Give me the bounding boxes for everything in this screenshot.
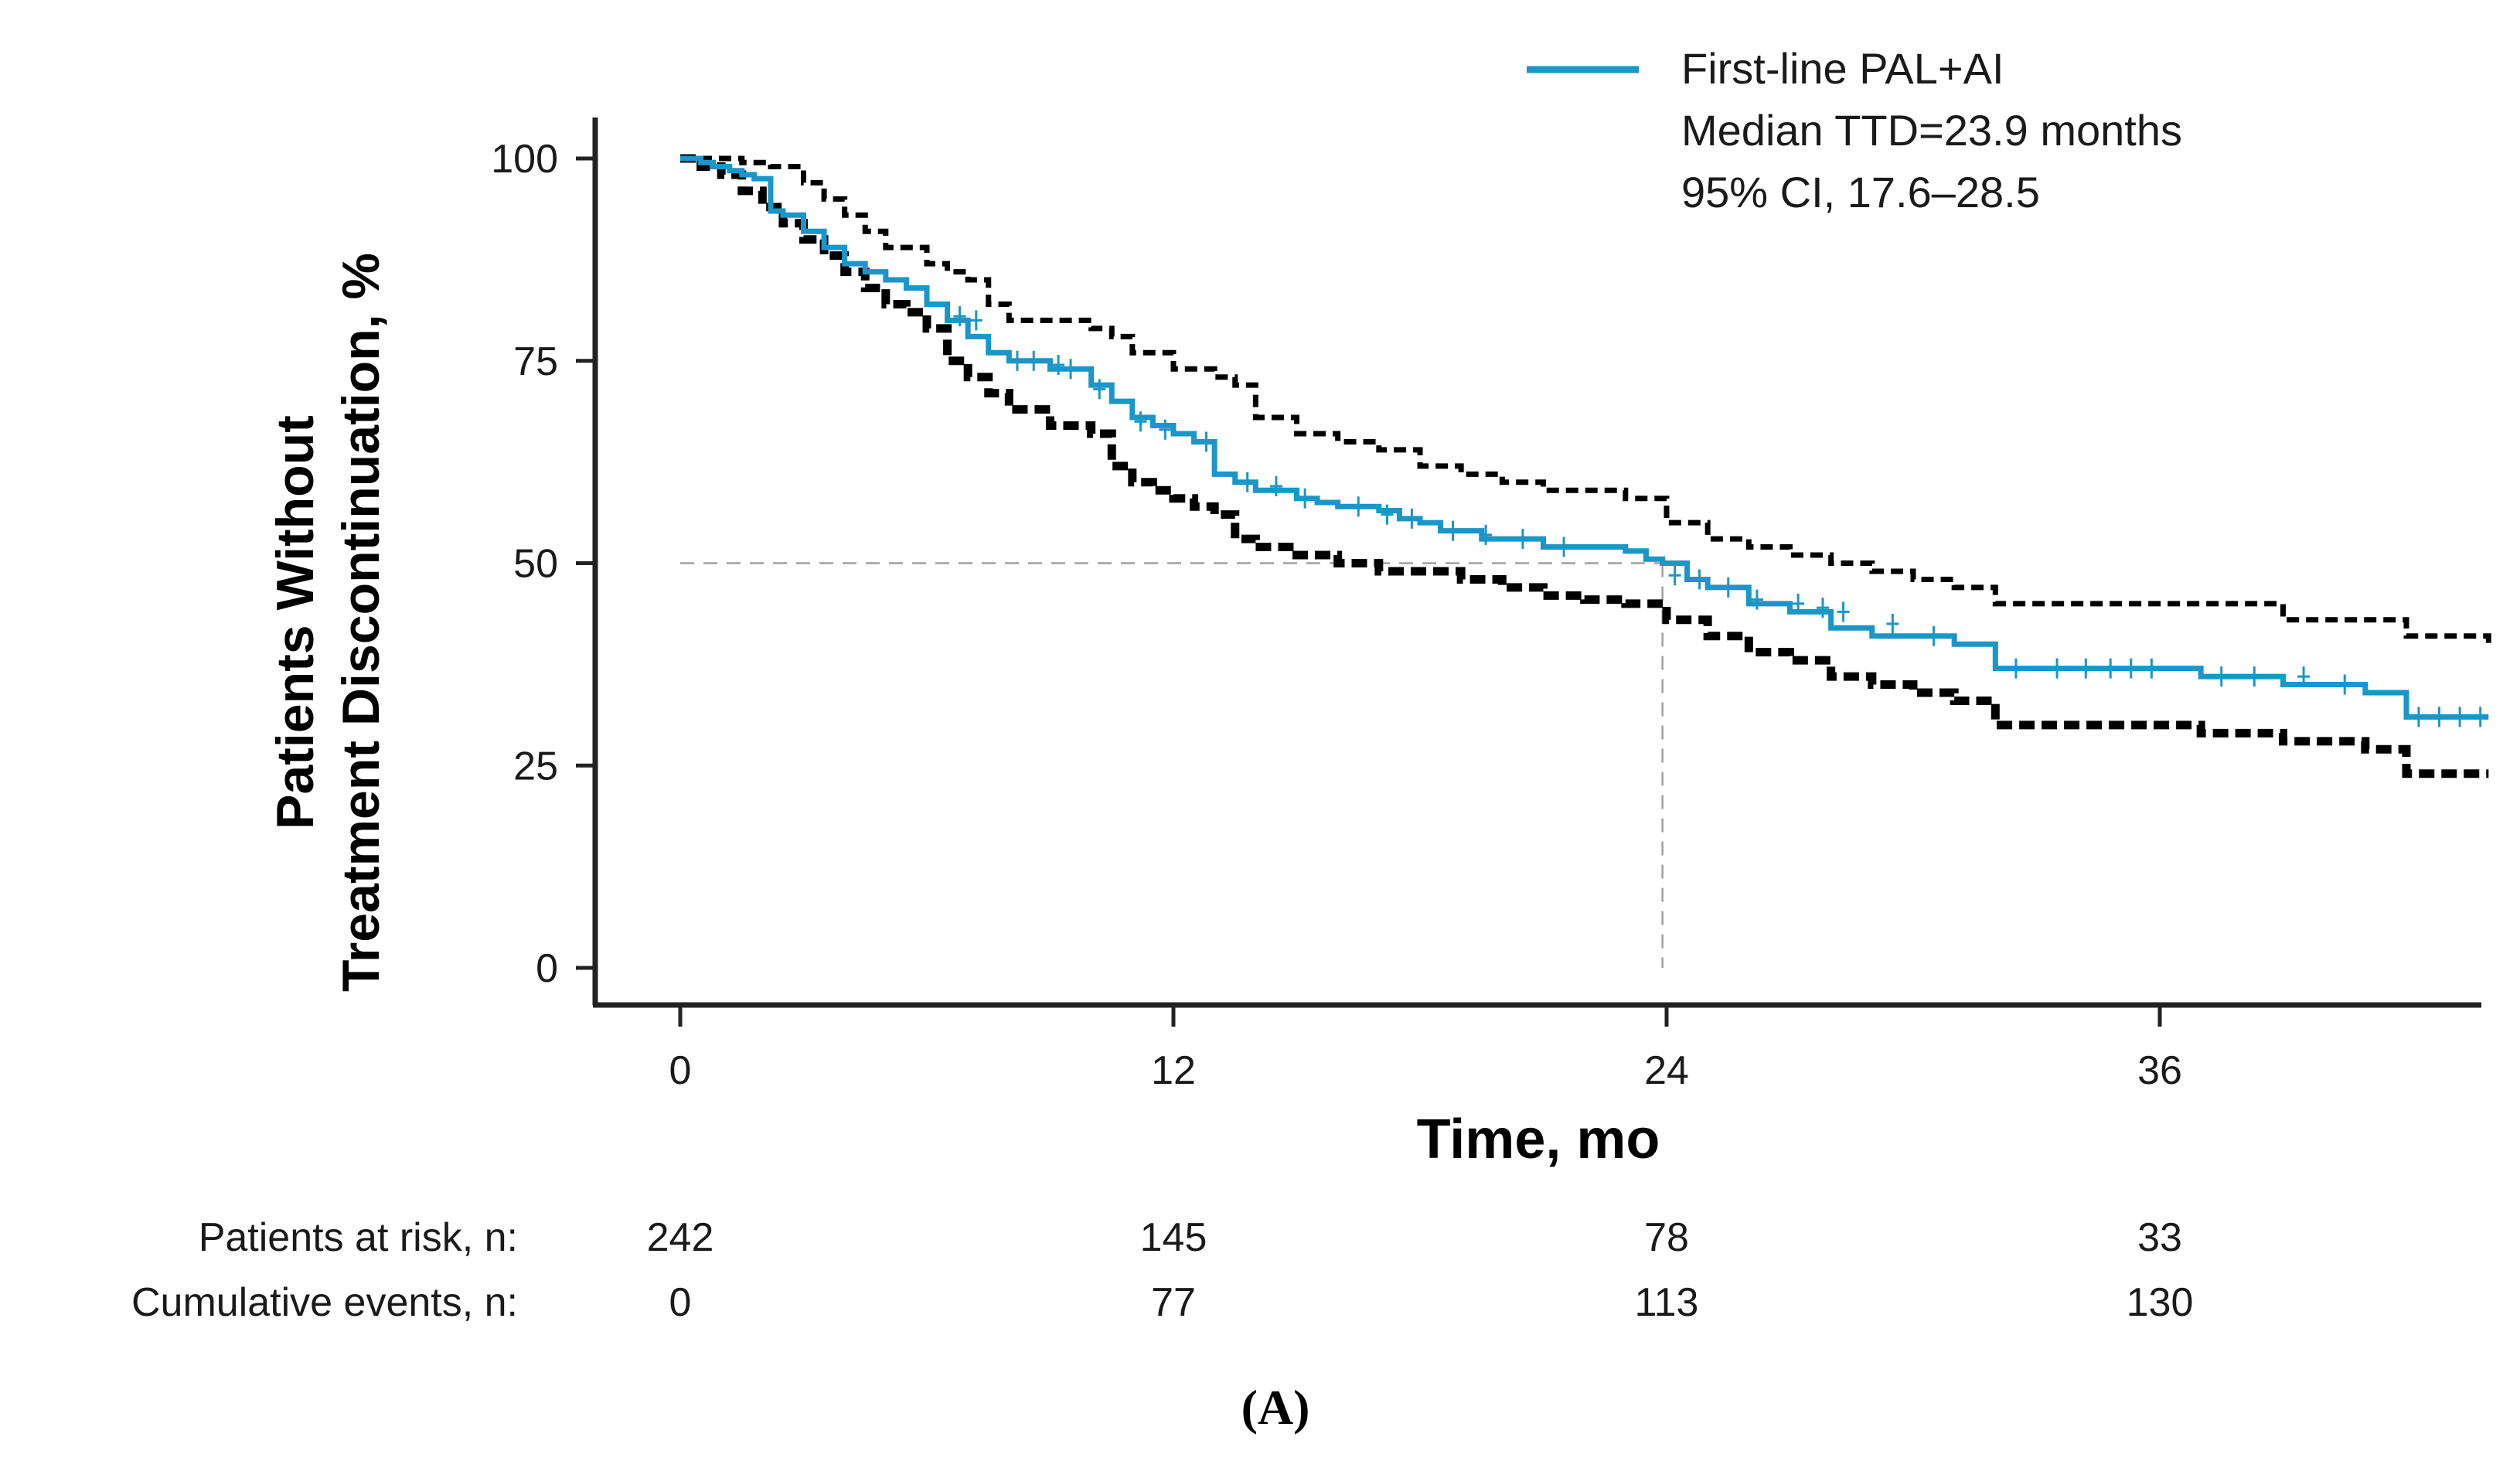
censor-mark bbox=[1668, 565, 1681, 586]
censor-mark bbox=[1134, 411, 1147, 432]
censor-mark bbox=[2474, 707, 2487, 727]
risk-value: 77 bbox=[1151, 1280, 1196, 1325]
censor-mark bbox=[1750, 589, 1763, 610]
censor-mark bbox=[2124, 658, 2137, 679]
censor-mark bbox=[1010, 350, 1023, 371]
censor-mark bbox=[2248, 666, 2261, 687]
y-axis-title: Patients Without Treatment Discontinuati… bbox=[266, 253, 390, 992]
censor-mark bbox=[2145, 658, 2158, 679]
curves bbox=[680, 154, 2491, 778]
censor-mark bbox=[1927, 625, 1940, 646]
censor-mark bbox=[1480, 524, 1493, 545]
censor-mark bbox=[1052, 354, 1065, 375]
censor-mark bbox=[1269, 476, 1282, 497]
legend: First-line PAL+AI Median TTD=23.9 months… bbox=[1527, 44, 2182, 216]
x-ticks: 0 12 24 36 bbox=[669, 1005, 2182, 1093]
risk-value: 33 bbox=[2137, 1215, 2182, 1260]
y-axis-title-line2: Treatment Discontinuation, % bbox=[332, 253, 390, 992]
risk-values: 242 145 78 33 0 77 113 130 bbox=[647, 1215, 2194, 1325]
censor-mark bbox=[1693, 569, 1706, 590]
censor-mark bbox=[1200, 431, 1213, 452]
censor-mark bbox=[1093, 379, 1106, 400]
y-tick-label-100: 100 bbox=[491, 137, 558, 182]
censor-mark bbox=[1516, 529, 1529, 550]
risk-value: 113 bbox=[1635, 1280, 1699, 1325]
censor-mark bbox=[2297, 666, 2311, 687]
censor-mark bbox=[2454, 707, 2467, 727]
censor-mark bbox=[1837, 601, 1850, 622]
censor-mark bbox=[2433, 707, 2446, 727]
x-axis-title: Time, mo bbox=[1417, 1109, 1660, 1170]
risk-table: Patients at risk, n: Cumulative events, … bbox=[131, 1215, 2193, 1325]
panel-label: (A) bbox=[1241, 1380, 1310, 1435]
censor-mark bbox=[2104, 658, 2117, 679]
censor-mark bbox=[1064, 359, 1078, 380]
risk-value: 130 bbox=[2127, 1280, 2194, 1325]
censor-mark bbox=[1792, 593, 1805, 614]
legend-median-text: Median TTD=23.9 months bbox=[1681, 106, 2182, 155]
censor-mark bbox=[1299, 488, 1312, 509]
y-tick-label-0: 0 bbox=[536, 946, 558, 991]
censor-mark bbox=[1721, 577, 1735, 598]
y-axis-title-line1: Patients Without bbox=[266, 415, 325, 829]
y-tick-label-75: 75 bbox=[513, 339, 558, 384]
censor-mark bbox=[2412, 707, 2425, 727]
censor-mark bbox=[1241, 472, 1254, 492]
x-tick-label-0: 0 bbox=[669, 1048, 692, 1093]
risk-value: 0 bbox=[669, 1280, 692, 1325]
censor-mark bbox=[953, 306, 966, 327]
y-tick-label-25: 25 bbox=[513, 744, 558, 789]
censor-mark bbox=[2079, 658, 2093, 679]
censor-mark bbox=[1381, 504, 1394, 525]
censor-marks bbox=[953, 306, 2487, 727]
censor-mark bbox=[969, 310, 982, 331]
censor-mark bbox=[2051, 658, 2064, 679]
risk-row-label-cumulative-events: Cumulative events, n: bbox=[131, 1280, 518, 1325]
risk-row-label-at-risk: Patients at risk, n: bbox=[199, 1215, 518, 1260]
censor-mark bbox=[1027, 350, 1040, 371]
censor-mark bbox=[2338, 674, 2351, 695]
censor-mark bbox=[1817, 598, 1830, 618]
risk-value: 78 bbox=[1644, 1215, 1689, 1260]
censor-mark bbox=[1159, 419, 1172, 440]
median-reference-lines bbox=[680, 562, 1664, 968]
censor-mark bbox=[1352, 496, 1365, 517]
censor-mark bbox=[2215, 666, 2228, 687]
series-upper-ci-line bbox=[680, 155, 2491, 645]
censor-mark bbox=[1405, 508, 1418, 529]
y-ticks: 0 25 50 75 100 bbox=[491, 137, 595, 991]
risk-value: 242 bbox=[647, 1215, 714, 1260]
series-estimate-line bbox=[680, 155, 2489, 720]
x-tick-label-36: 36 bbox=[2137, 1048, 2182, 1093]
censor-mark bbox=[1558, 537, 1571, 557]
censor-mark bbox=[1446, 520, 1459, 541]
y-tick-label-50: 50 bbox=[513, 542, 558, 587]
series-lower-ci-line bbox=[680, 154, 2489, 778]
censor-mark bbox=[1886, 614, 1899, 635]
axes bbox=[592, 118, 2481, 1008]
censor-mark bbox=[2009, 658, 2022, 679]
x-tick-label-24: 24 bbox=[1644, 1048, 1689, 1093]
legend-series-label: First-line PAL+AI bbox=[1681, 44, 2004, 93]
legend-ci-text: 95% CI, 17.6–28.5 bbox=[1681, 168, 2040, 216]
x-tick-label-12: 12 bbox=[1151, 1048, 1196, 1093]
risk-value: 145 bbox=[1140, 1215, 1207, 1260]
